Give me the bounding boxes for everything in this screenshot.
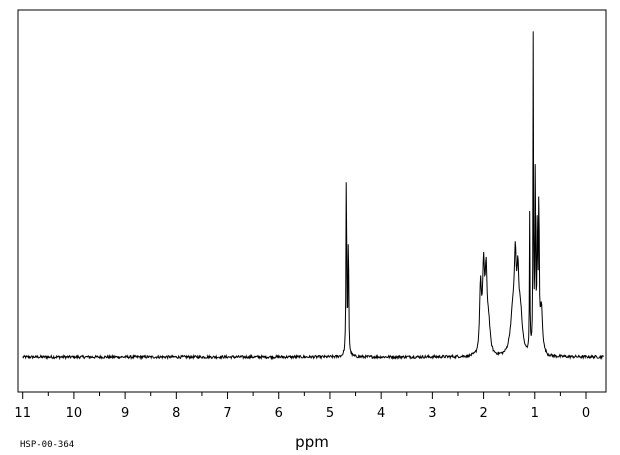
x-tick-label: 5 — [326, 406, 334, 421]
x-axis-ticks — [22, 392, 587, 399]
plot-frame — [17, 9, 607, 393]
x-tick-label: 6 — [275, 406, 283, 421]
x-tick-label: 9 — [121, 406, 129, 421]
spectrum-code-label: HSP-00-364 — [20, 440, 74, 450]
x-tick-label: 3 — [428, 406, 436, 421]
spectrum-line — [22, 31, 605, 361]
x-tick-label: 8 — [172, 406, 180, 421]
x-tick-label: 7 — [223, 406, 231, 421]
x-tick-label: 4 — [377, 406, 385, 421]
x-tick-label: 1 — [531, 406, 539, 421]
x-tick-label: 10 — [66, 406, 83, 421]
x-tick-label: 0 — [582, 406, 590, 421]
x-tick-label: 2 — [479, 406, 487, 421]
x-axis-title: ppm — [295, 433, 329, 451]
x-axis-tick-labels: 11 10 9 8 7 6 5 4 3 2 1 0 — [14, 406, 590, 421]
x-tick-label: 11 — [14, 406, 31, 421]
